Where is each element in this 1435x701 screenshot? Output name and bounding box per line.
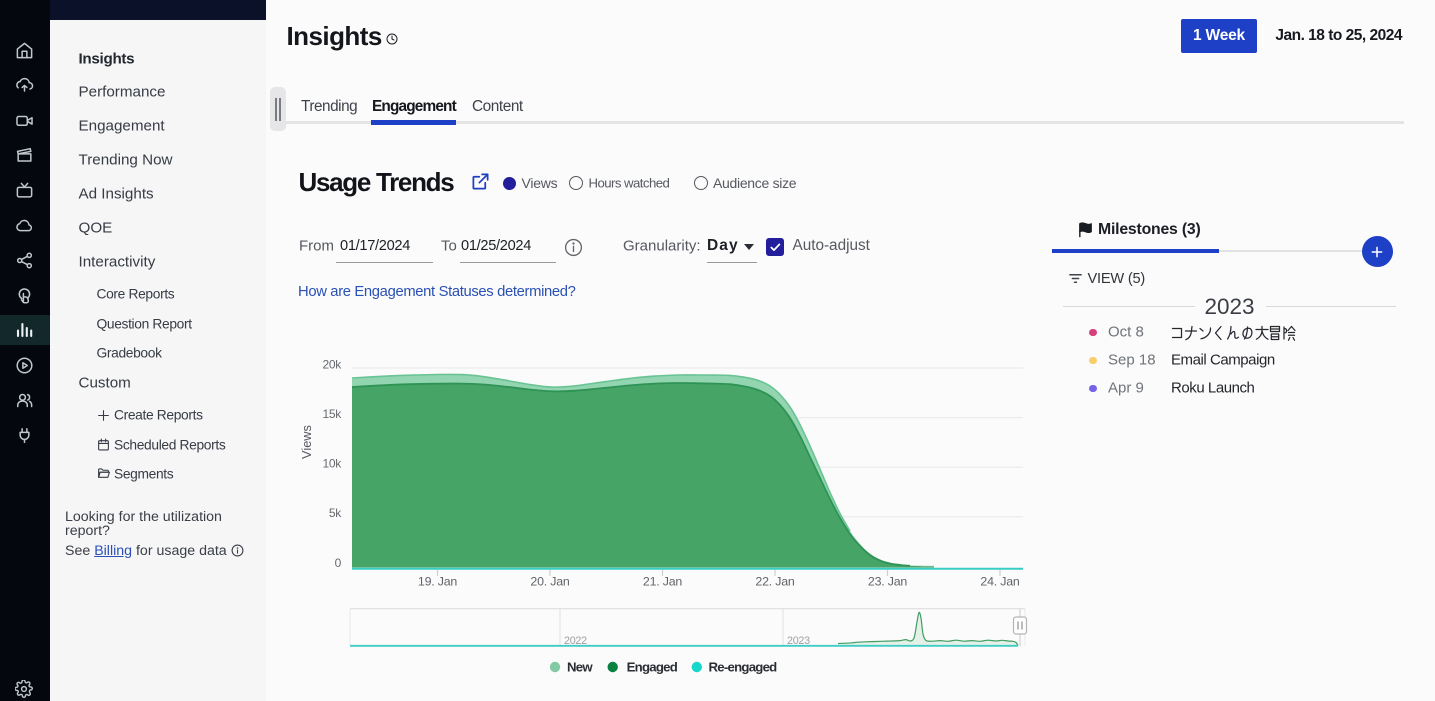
svg-text:Views: Views — [299, 425, 314, 459]
svg-text:Engaged: Engaged — [627, 660, 678, 675]
svg-text:2023: 2023 — [787, 635, 810, 647]
svg-text:19. Jan: 19. Jan — [418, 575, 458, 589]
svg-text:20. Jan: 20. Jan — [530, 575, 570, 589]
svg-text:15k: 15k — [323, 407, 343, 421]
svg-text:0: 0 — [335, 556, 342, 570]
svg-text:20k: 20k — [323, 357, 343, 371]
svg-text:21. Jan: 21. Jan — [643, 575, 683, 589]
svg-text:2022: 2022 — [564, 635, 587, 647]
svg-text:5k: 5k — [329, 506, 342, 520]
svg-text:22. Jan: 22. Jan — [755, 575, 795, 589]
svg-text:Re-engaged: Re-engaged — [709, 660, 778, 675]
svg-text:24. Jan: 24. Jan — [980, 575, 1020, 589]
svg-text:10k: 10k — [323, 457, 343, 471]
svg-text:New: New — [567, 660, 593, 675]
svg-text:23. Jan: 23. Jan — [868, 575, 908, 589]
